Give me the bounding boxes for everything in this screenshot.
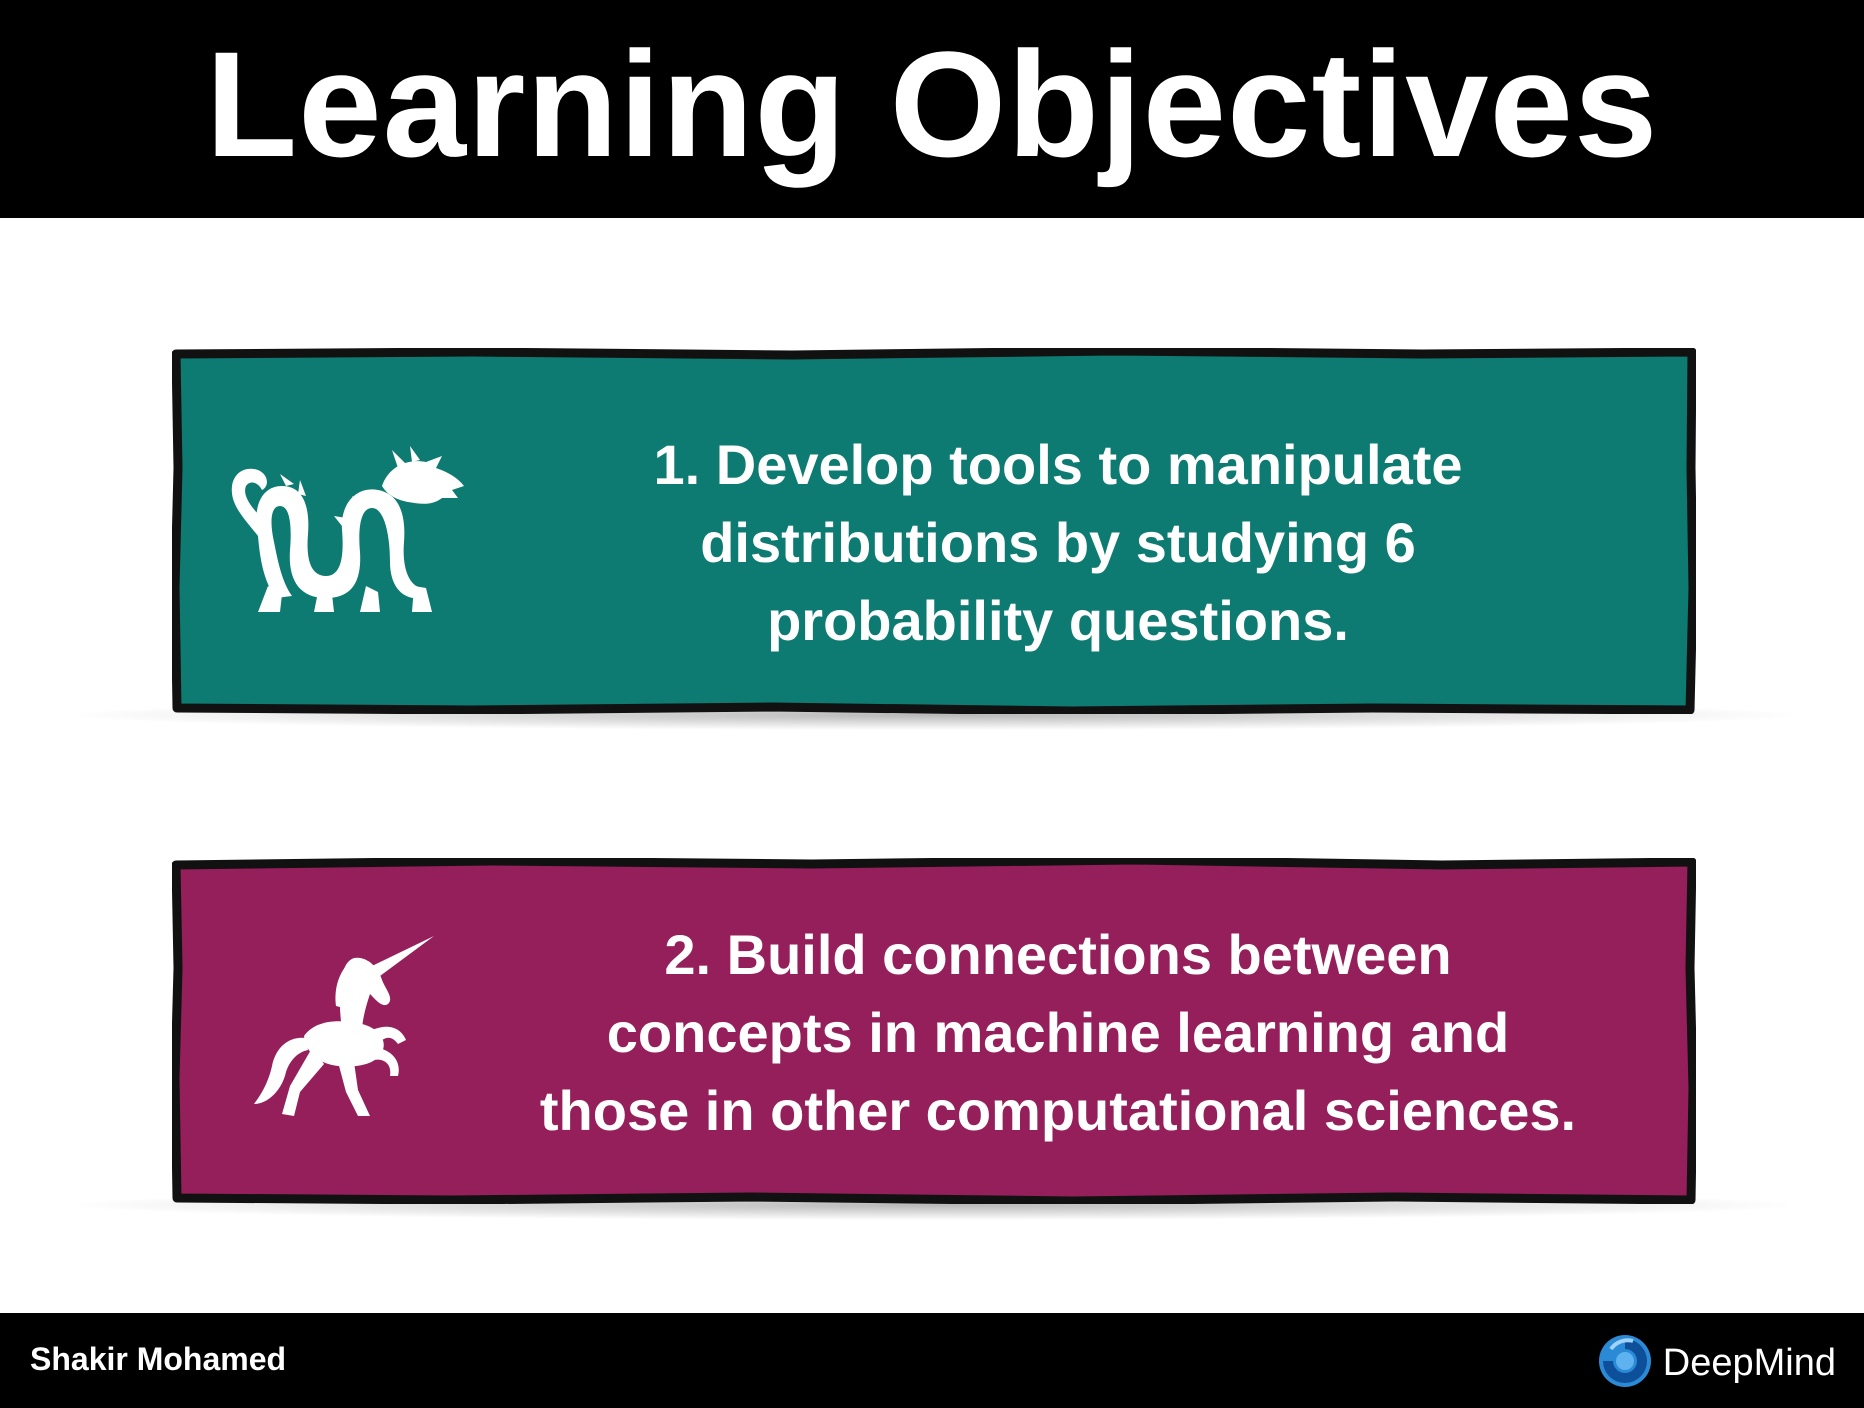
footer-bar: Shakir Mohamed DeepMind (0, 1313, 1864, 1408)
title-bar: Learning Objectives (0, 0, 1864, 218)
card-border (172, 858, 1696, 1204)
objective-line: distributions by studying 6 (700, 511, 1416, 574)
card-border (172, 348, 1696, 714)
brand: DeepMind (1597, 1333, 1836, 1394)
card-background (178, 354, 1690, 708)
objective-line: probability questions. (767, 589, 1349, 652)
objective-line: those in other computational sciences. (539, 1079, 1577, 1142)
objective-text-2: 2. Build connections between concepts in… (468, 916, 1648, 1150)
page-title: Learning Objectives (205, 20, 1659, 188)
objective-card-2: 2. Build connections between concepts in… (78, 858, 1790, 1220)
author-name: Shakir Mohamed (30, 1341, 287, 1377)
objective-line: 2. Build connections between (664, 923, 1452, 986)
dragon-icon (222, 446, 472, 621)
objective-line: 1. Develop tools to manipulate (653, 433, 1463, 496)
deepmind-logo-icon (1597, 1333, 1653, 1394)
objective-text-1: 1. Develop tools to manipulate distribut… (468, 426, 1648, 660)
card-background (178, 864, 1690, 1198)
unicorn-icon (254, 936, 444, 1131)
objective-card-1: 1. Develop tools to manipulate distribut… (78, 348, 1790, 730)
objective-line: concepts in machine learning and (606, 1001, 1510, 1064)
brand-name: DeepMind (1662, 1342, 1836, 1384)
